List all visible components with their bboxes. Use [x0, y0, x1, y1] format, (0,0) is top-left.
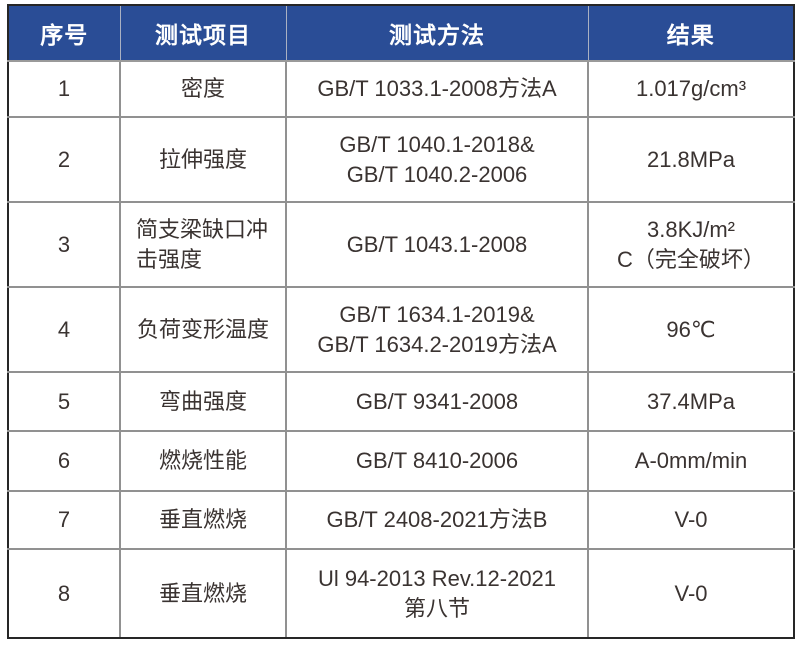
cell-test-result: 96℃: [587, 286, 795, 373]
cell-test-method: GB/T 1033.1-2008方法A: [285, 60, 589, 118]
table-body: 1 密度 GB/T 1033.1-2008方法A 1.017g/cm³ 2 拉伸强度 GB/…: [7, 60, 795, 639]
cell-text-line: GB/T 1634.2-2019方法A: [317, 331, 557, 357]
cell-text-line: 8: [57, 580, 71, 606]
table-row: 8 垂直燃烧 Ul 94-2013 Rev.12-2021 第八节 V-0: [7, 548, 795, 639]
cell-test-item: 垂直燃烧: [119, 548, 287, 639]
cell-serial-number: 3: [7, 201, 121, 288]
cell-serial-number: 6: [7, 430, 121, 492]
table-row: 7 垂直燃烧 GB/T 2408-2021方法B V-0: [7, 490, 795, 550]
cell-text-line: GB/T 1040.1-2018&: [339, 132, 535, 158]
cell-test-method: GB/T 2408-2021方法B: [285, 490, 589, 550]
cell-text-line: 密度: [180, 76, 225, 102]
cell-text-line: 击强度: [136, 246, 203, 272]
table-header: 序号 测试项目 测试方法 结果: [7, 5, 795, 62]
cell-serial-number: 4: [7, 286, 121, 373]
cell-test-result: 3.8KJ/m² C（完全破坏）: [587, 201, 795, 288]
cell-test-result: 1.017g/cm³: [587, 60, 795, 118]
cell-text-line: 37.4MPa: [646, 388, 736, 414]
table-row: 6 燃烧性能 GB/T 8410-2006 A-0mm/min: [7, 430, 795, 492]
cell-test-method: GB/T 8410-2006: [285, 430, 589, 492]
cell-test-item: 燃烧性能: [119, 430, 287, 492]
cell-text-line: 负荷变形温度: [136, 316, 269, 342]
table-row: 3 简支梁缺口冲 击强度 GB/T 1043.1-2008 3.8KJ/m² C（完全破坏…: [7, 201, 795, 288]
cell-text-line: V-0: [674, 580, 708, 606]
cell-text-line: C（完全破坏）: [617, 246, 765, 272]
cell-text-line: 4: [57, 316, 71, 342]
cell-text-line: GB/T 1033.1-2008方法A: [317, 76, 557, 102]
cell-text-line: Ul 94-2013 Rev.12-2021: [317, 566, 557, 592]
cell-text-line: 3: [57, 231, 71, 257]
column-header-item: 测试项目: [119, 5, 287, 62]
column-header-result: 结果: [587, 5, 795, 62]
cell-text-line: 第八节: [403, 595, 470, 621]
cell-text-line: 3.8KJ/m²: [646, 217, 736, 243]
cell-text-line: 1: [57, 76, 71, 102]
cell-test-item: 拉伸强度: [119, 116, 287, 203]
cell-text-line: 简支梁缺口冲: [136, 217, 269, 243]
test-report-table: 序号 测试项目 测试方法 结果 1 密度 GB/T 1033.1-2008方法A 1.017…: [7, 4, 795, 639]
cell-test-item: 垂直燃烧: [119, 490, 287, 550]
cell-text-line: GB/T 9341-2008: [355, 388, 519, 414]
cell-text-line: 拉伸强度: [158, 146, 247, 172]
column-header-serial: 序号: [7, 5, 121, 62]
cell-test-method: GB/T 9341-2008: [285, 371, 589, 432]
cell-text-line: GB/T 1634.1-2019&: [339, 302, 535, 328]
cell-text-line: V-0: [674, 507, 708, 533]
cell-test-method: GB/T 1634.1-2019& GB/T 1634.2-2019方法A: [285, 286, 589, 373]
cell-test-item: 负荷变形温度: [119, 286, 287, 373]
cell-serial-number: 8: [7, 548, 121, 639]
cell-text-line: 燃烧性能: [158, 448, 247, 474]
cell-text-line: 垂直燃烧: [158, 580, 247, 606]
cell-serial-number: 1: [7, 60, 121, 118]
cell-text-line: 5: [57, 388, 71, 414]
cell-text-line: 弯曲强度: [158, 388, 247, 414]
table-row: 4 负荷变形温度 GB/T 1634.1-2019& GB/T 1634.2-2019…: [7, 286, 795, 373]
cell-test-item: 简支梁缺口冲 击强度: [119, 201, 287, 288]
cell-serial-number: 5: [7, 371, 121, 432]
cell-text-line: 6: [57, 448, 71, 474]
cell-test-result: V-0: [587, 490, 795, 550]
column-header-method: 测试方法: [285, 5, 589, 62]
header-row: 序号 测试项目 测试方法 结果: [7, 5, 795, 62]
table-row: 1 密度 GB/T 1033.1-2008方法A 1.017g/cm³: [7, 60, 795, 118]
cell-text-line: 2: [57, 146, 71, 172]
cell-text-line: GB/T 1043.1-2008: [346, 231, 528, 257]
cell-serial-number: 7: [7, 490, 121, 550]
cell-text-line: 1.017g/cm³: [635, 76, 747, 102]
cell-text-line: GB/T 2408-2021方法B: [326, 507, 548, 533]
cell-test-result: V-0: [587, 548, 795, 639]
cell-test-result: A-0mm/min: [587, 430, 795, 492]
cell-text-line: GB/T 1040.2-2006: [346, 161, 528, 187]
cell-test-result: 21.8MPa: [587, 116, 795, 203]
cell-test-item: 密度: [119, 60, 287, 118]
table-row: 5 弯曲强度 GB/T 9341-2008 37.4MPa: [7, 371, 795, 432]
cell-test-method: GB/T 1043.1-2008: [285, 201, 589, 288]
cell-test-result: 37.4MPa: [587, 371, 795, 432]
cell-text-line: A-0mm/min: [634, 448, 748, 474]
cell-text-line: 21.8MPa: [646, 146, 736, 172]
cell-text-line: 垂直燃烧: [158, 507, 247, 533]
cell-text-line: GB/T 8410-2006: [355, 448, 519, 474]
cell-test-item: 弯曲强度: [119, 371, 287, 432]
cell-serial-number: 2: [7, 116, 121, 203]
cell-test-method: Ul 94-2013 Rev.12-2021 第八节: [285, 548, 589, 639]
table-row: 2 拉伸强度 GB/T 1040.1-2018& GB/T 1040.2-2006 21…: [7, 116, 795, 203]
cell-text-line: 96℃: [666, 316, 716, 342]
cell-test-method: GB/T 1040.1-2018& GB/T 1040.2-2006: [285, 116, 589, 203]
cell-text-line: 7: [57, 507, 71, 533]
